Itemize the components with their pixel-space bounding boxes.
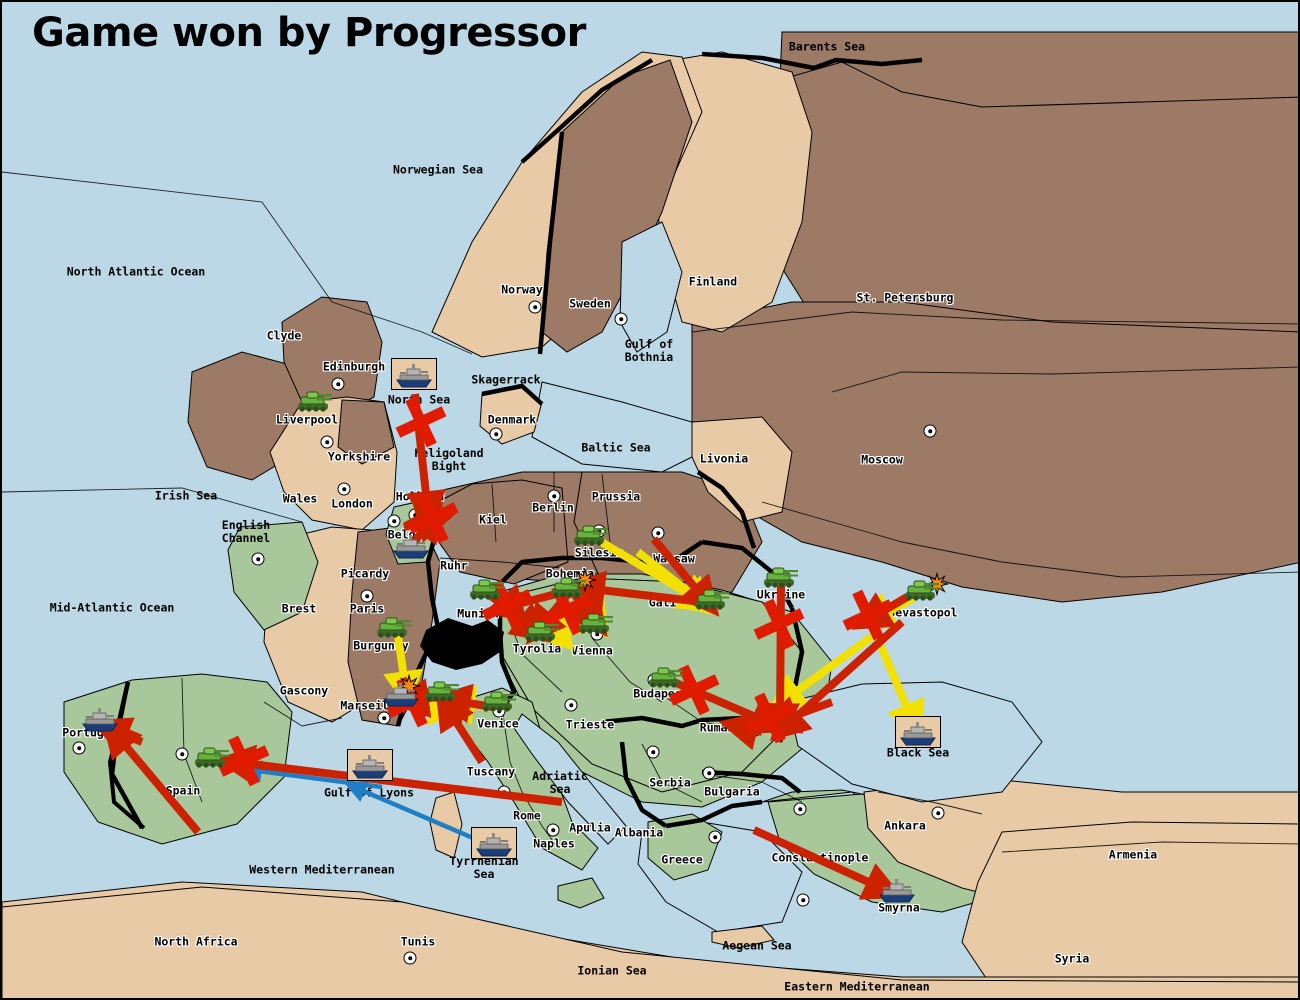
bounce-munich bbox=[481, 579, 533, 631]
move-galicia-to-bohemia bbox=[564, 570, 703, 611]
tank-icon bbox=[296, 390, 334, 414]
move-ukraine-to-rumania bbox=[760, 585, 801, 744]
warship-icon bbox=[394, 363, 434, 389]
sc-ankara[interactable] bbox=[931, 806, 945, 820]
sc-edinburgh[interactable] bbox=[331, 377, 345, 391]
sc-norway[interactable] bbox=[528, 300, 542, 314]
army-silesia[interactable] bbox=[572, 524, 610, 548]
sc-constantinople[interactable] bbox=[793, 802, 807, 816]
army-munich[interactable] bbox=[468, 578, 506, 602]
tank-icon bbox=[550, 576, 588, 600]
tank-icon bbox=[577, 612, 615, 636]
move-warsaw-to-galicia bbox=[650, 536, 720, 617]
fleet-gulf-of-lyons[interactable] bbox=[347, 749, 393, 781]
sc-paris[interactable] bbox=[360, 589, 374, 603]
sc-brest[interactable] bbox=[251, 552, 265, 566]
move-rome-to-spain bbox=[214, 744, 563, 806]
sc-london[interactable] bbox=[337, 482, 351, 496]
sc-belgium[interactable] bbox=[387, 514, 401, 528]
move-spain-to-portugal bbox=[101, 717, 202, 835]
bounce-ukraine bbox=[753, 598, 805, 650]
sc-bulgaria[interactable] bbox=[702, 766, 716, 780]
bounce-north-sea bbox=[395, 396, 447, 448]
fleet-marseilles[interactable] bbox=[381, 682, 421, 708]
warship-icon bbox=[391, 534, 431, 560]
tank-icon bbox=[903, 579, 941, 603]
tank-icon bbox=[762, 566, 800, 590]
army-bohemia[interactable] bbox=[550, 576, 588, 600]
tank-icon bbox=[572, 524, 610, 548]
warship-icon bbox=[877, 878, 917, 904]
warship-icon bbox=[898, 721, 938, 747]
support-rumania-ukraine bbox=[766, 628, 881, 714]
sc-sweden[interactable] bbox=[614, 312, 628, 326]
bounce-rumania bbox=[744, 692, 796, 744]
army-galicia[interactable] bbox=[693, 588, 731, 612]
warship-icon bbox=[80, 707, 120, 733]
sc-berlin[interactable] bbox=[547, 489, 561, 503]
tank-icon bbox=[523, 620, 561, 644]
army-budapest[interactable] bbox=[647, 666, 685, 690]
fleet-belgium[interactable] bbox=[391, 534, 431, 560]
sc-trieste[interactable] bbox=[564, 698, 578, 712]
fleet-smyrna[interactable] bbox=[877, 878, 917, 904]
fleet-tyrrhenian-sea[interactable] bbox=[471, 827, 517, 859]
sc-serbia[interactable] bbox=[646, 745, 660, 759]
warship-icon bbox=[474, 832, 514, 858]
warship-icon bbox=[350, 754, 390, 780]
bounce-spain bbox=[218, 735, 270, 787]
convoy-tyrrhenian-to-lyons bbox=[344, 781, 495, 850]
army-vienna[interactable] bbox=[577, 612, 615, 636]
sc-yorkshire[interactable] bbox=[320, 435, 334, 449]
sc-tunis[interactable] bbox=[403, 951, 417, 965]
army-piedmont[interactable] bbox=[423, 680, 461, 704]
convoy-lyons-west bbox=[239, 760, 383, 790]
army-ukraine[interactable] bbox=[762, 566, 800, 590]
tank-icon bbox=[693, 588, 731, 612]
warship-icon bbox=[381, 682, 421, 708]
bounce-holland bbox=[407, 492, 459, 544]
army-venice[interactable] bbox=[480, 690, 518, 714]
sc-marseilles[interactable] bbox=[377, 711, 391, 725]
sc-smyrna[interactable] bbox=[796, 893, 810, 907]
sc-portugal[interactable] bbox=[72, 741, 86, 755]
army-liverpool[interactable] bbox=[296, 390, 334, 414]
fleet-portugal[interactable] bbox=[80, 707, 120, 733]
army-spain[interactable] bbox=[193, 746, 231, 770]
move-aegean-to-smyrna bbox=[752, 826, 904, 900]
tank-icon bbox=[468, 578, 506, 602]
sc-greece[interactable] bbox=[708, 830, 722, 844]
bounce-sevastopol bbox=[842, 589, 894, 641]
sc-naples[interactable] bbox=[546, 823, 560, 837]
sc-denmark[interactable] bbox=[489, 427, 503, 441]
army-tyrolia[interactable] bbox=[523, 620, 561, 644]
tank-icon bbox=[647, 666, 685, 690]
fleet-black-sea[interactable] bbox=[895, 716, 941, 748]
army-burgundy[interactable] bbox=[375, 616, 413, 640]
fleet-north-sea[interactable] bbox=[391, 358, 437, 390]
bounce-budapest bbox=[668, 664, 720, 716]
army-sevastopol[interactable] bbox=[903, 579, 941, 603]
move-tuscany-to-piedmont bbox=[435, 689, 486, 765]
sc-spain[interactable] bbox=[175, 747, 189, 761]
sc-moscow[interactable] bbox=[923, 424, 937, 438]
tank-icon bbox=[375, 616, 413, 640]
tank-icon bbox=[480, 690, 518, 714]
move-rumania-west bbox=[758, 696, 834, 734]
tank-icon bbox=[423, 680, 461, 704]
tank-icon bbox=[193, 746, 231, 770]
page-title: Game won by Progressor bbox=[32, 10, 586, 56]
move-portugal-bounce bbox=[90, 717, 144, 755]
